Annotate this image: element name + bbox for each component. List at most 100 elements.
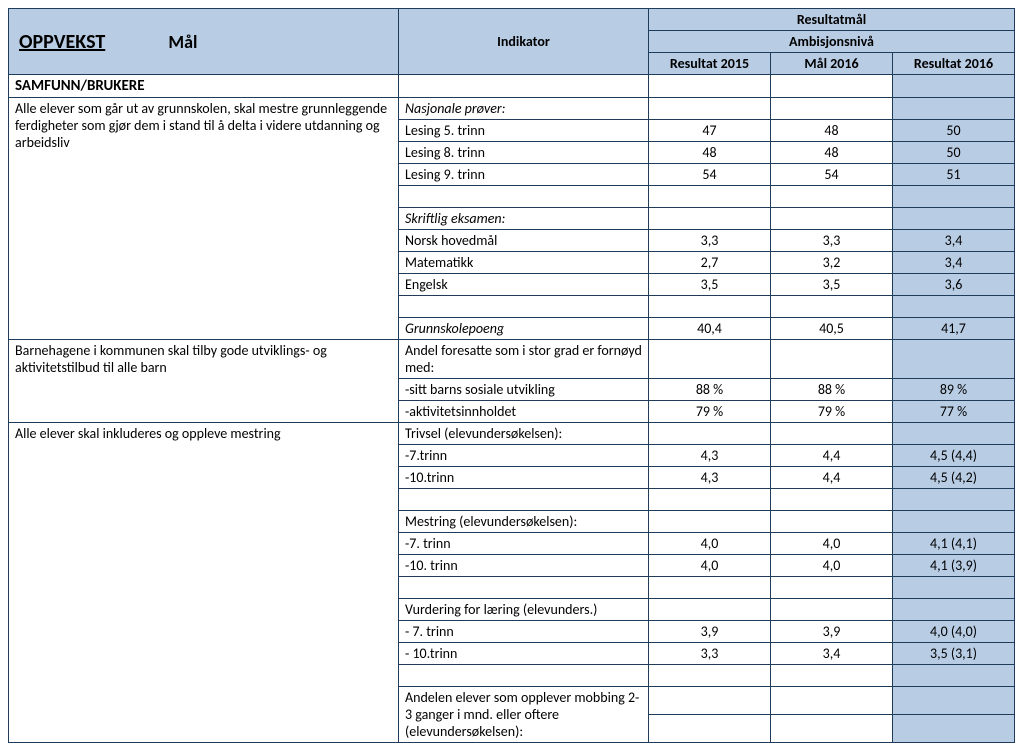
empty-cell — [893, 577, 1015, 599]
empty-cell — [771, 489, 893, 511]
empty-cell — [649, 511, 771, 533]
val-gsp-r3: 41,7 — [893, 318, 1015, 340]
ind-mobbing: Andelen elever som opplever mobbing 2-3 … — [399, 687, 649, 743]
val-l8-r3: 50 — [893, 142, 1015, 164]
empty-cell — [771, 665, 893, 687]
empty-cell — [893, 489, 1015, 511]
val-l9-r2: 54 — [771, 164, 893, 186]
val-v7-r3: 4,0 (4,0) — [893, 621, 1015, 643]
empty-cell — [649, 715, 771, 743]
val-m7-r2: 4,0 — [771, 533, 893, 555]
val-m10-r1: 4,0 — [649, 555, 771, 577]
ind-t7: -7.trinn — [399, 445, 649, 467]
empty-cell — [649, 98, 771, 120]
ind-l5: Lesing 5. trinn — [399, 120, 649, 142]
header-col-r1: Resultat 2015 — [649, 53, 771, 75]
val-eng-r3: 3,6 — [893, 274, 1015, 296]
empty-cell — [649, 75, 771, 98]
val-v10-r1: 3,3 — [649, 643, 771, 665]
val-nor-r3: 3,4 — [893, 230, 1015, 252]
val-v10-r2: 3,4 — [771, 643, 893, 665]
empty-cell — [893, 98, 1015, 120]
val-t10-r2: 4,4 — [771, 467, 893, 489]
val-l5-r1: 47 — [649, 120, 771, 142]
ind-vurdering: Vurdering for læring (elevunders.) — [399, 599, 649, 621]
empty-cell — [399, 577, 649, 599]
empty-cell — [893, 511, 1015, 533]
val-akt-r3: 77 % — [893, 401, 1015, 423]
empty-cell — [649, 186, 771, 208]
ind-mestring: Mestring (elevundersøkelsen): — [399, 511, 649, 533]
val-gsp-r1: 40,4 — [649, 318, 771, 340]
val-mat-r3: 3,4 — [893, 252, 1015, 274]
oppvekst-table: OPPVEKST Mål Indikator Resultatmål Ambis… — [8, 8, 1015, 743]
val-m7-r1: 4,0 — [649, 533, 771, 555]
section-heading: SAMFUNN/BRUKERE — [9, 75, 399, 98]
empty-cell — [893, 423, 1015, 445]
val-sos-r1: 88 % — [649, 379, 771, 401]
val-t7-r1: 4,3 — [649, 445, 771, 467]
empty-cell — [771, 98, 893, 120]
val-m10-r2: 4,0 — [771, 555, 893, 577]
empty-cell — [649, 340, 771, 379]
empty-cell — [399, 489, 649, 511]
ind-l9: Lesing 9. trinn — [399, 164, 649, 186]
empty-cell — [893, 75, 1015, 98]
empty-cell — [771, 208, 893, 230]
val-gsp-r2: 40,5 — [771, 318, 893, 340]
ind-v10: - 10.trinn — [399, 643, 649, 665]
val-t7-r3: 4,5 (4,4) — [893, 445, 1015, 467]
val-v7-r2: 3,9 — [771, 621, 893, 643]
empty-cell — [649, 489, 771, 511]
ind-eksamen: Skriftlig eksamen: — [399, 208, 649, 230]
header-ambisjonsniva: Ambisjonsnivå — [649, 31, 1015, 53]
val-t7-r2: 4,4 — [771, 445, 893, 467]
val-m7-r3: 4,1 (4,1) — [893, 533, 1015, 555]
val-l9-r1: 54 — [649, 164, 771, 186]
empty-cell — [771, 599, 893, 621]
empty-cell — [771, 186, 893, 208]
val-l9-r3: 51 — [893, 164, 1015, 186]
ind-t10: -10.trinn — [399, 467, 649, 489]
val-t10-r3: 4,5 (4,2) — [893, 467, 1015, 489]
empty-cell — [893, 687, 1015, 715]
empty-cell — [649, 599, 771, 621]
val-l8-r1: 48 — [649, 142, 771, 164]
empty-cell — [649, 687, 771, 715]
empty-cell — [399, 186, 649, 208]
empty-cell — [893, 296, 1015, 318]
ind-eng: Engelsk — [399, 274, 649, 296]
ind-v7: - 7. trinn — [399, 621, 649, 643]
val-nor-r2: 3,3 — [771, 230, 893, 252]
ind-aktivitet: -aktivitetsinnholdet — [399, 401, 649, 423]
empty-cell — [771, 687, 893, 715]
empty-cell — [771, 340, 893, 379]
empty-cell — [771, 296, 893, 318]
header-col-r2: Mål 2016 — [771, 53, 893, 75]
ind-foresatte: Andel foresatte som i stor grad er fornø… — [399, 340, 649, 379]
goal-3: Alle elever skal inkluderes og oppleve m… — [9, 423, 399, 743]
ind-m7: -7. trinn — [399, 533, 649, 555]
ind-l8: Lesing 8. trinn — [399, 142, 649, 164]
val-mat-r2: 3,2 — [771, 252, 893, 274]
empty-cell — [893, 599, 1015, 621]
ind-nasjonale: Nasjonale prøver: — [399, 98, 649, 120]
empty-cell — [399, 665, 649, 687]
ind-gsp: Grunnskolepoeng — [399, 318, 649, 340]
header-title-cell: OPPVEKST Mål — [9, 9, 399, 75]
val-eng-r2: 3,5 — [771, 274, 893, 296]
empty-cell — [771, 715, 893, 743]
val-l8-r2: 48 — [771, 142, 893, 164]
val-t10-r1: 4,3 — [649, 467, 771, 489]
empty-cell — [399, 75, 649, 98]
goal-1: Alle elever som går ut av grunnskolen, s… — [9, 98, 399, 340]
empty-cell — [893, 208, 1015, 230]
val-v7-r1: 3,9 — [649, 621, 771, 643]
ind-sosial: -sitt barns sosiale utvikling — [399, 379, 649, 401]
val-mat-r1: 2,7 — [649, 252, 771, 274]
empty-cell — [893, 715, 1015, 743]
val-l5-r3: 50 — [893, 120, 1015, 142]
empty-cell — [649, 577, 771, 599]
empty-cell — [893, 340, 1015, 379]
empty-cell — [771, 75, 893, 98]
